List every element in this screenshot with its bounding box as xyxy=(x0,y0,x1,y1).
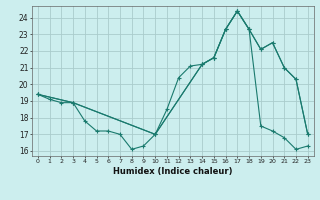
X-axis label: Humidex (Indice chaleur): Humidex (Indice chaleur) xyxy=(113,167,233,176)
